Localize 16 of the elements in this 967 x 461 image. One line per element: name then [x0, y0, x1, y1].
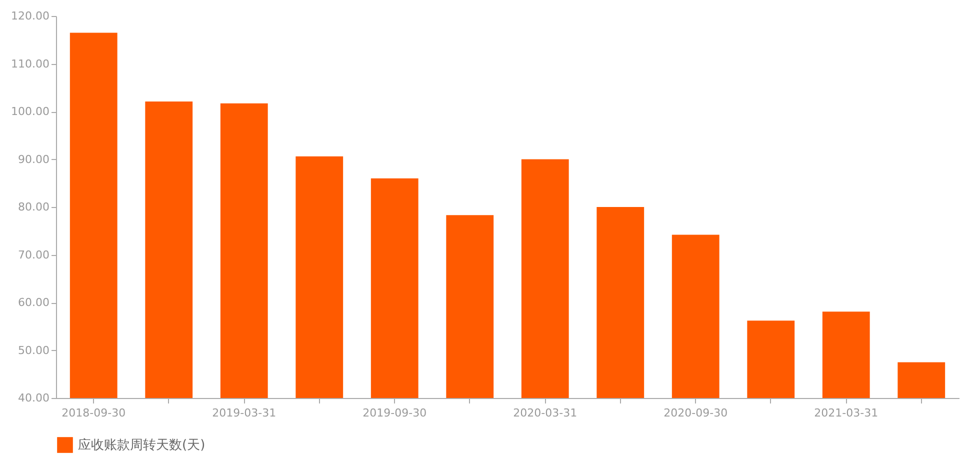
- y-tick-label: 40.00: [18, 392, 50, 404]
- x-tick-label: 2021-03-31: [814, 406, 878, 420]
- x-tick-label: 2019-09-30: [362, 406, 427, 420]
- y-tick-label: 110.00: [11, 57, 50, 70]
- legend-label: 应收账款周转天数(天): [78, 437, 206, 453]
- x-tick-label: 2020-03-31: [513, 406, 578, 420]
- y-tick-label: 120.00: [11, 10, 50, 22]
- y-tick-label: 60.00: [18, 296, 50, 309]
- y-tick-label: 70.00: [18, 248, 50, 262]
- x-tick-label: 2020-09-30: [664, 406, 728, 420]
- y-tick-label: 90.00: [18, 152, 50, 166]
- y-tick-label: 50.00: [18, 344, 50, 357]
- x-tick-label: 2019-03-31: [212, 406, 276, 420]
- y-tick-label: 100.00: [11, 105, 50, 118]
- y-tick-label: 80.00: [18, 200, 50, 214]
- x-tick-label: 2018-09-30: [62, 406, 126, 420]
